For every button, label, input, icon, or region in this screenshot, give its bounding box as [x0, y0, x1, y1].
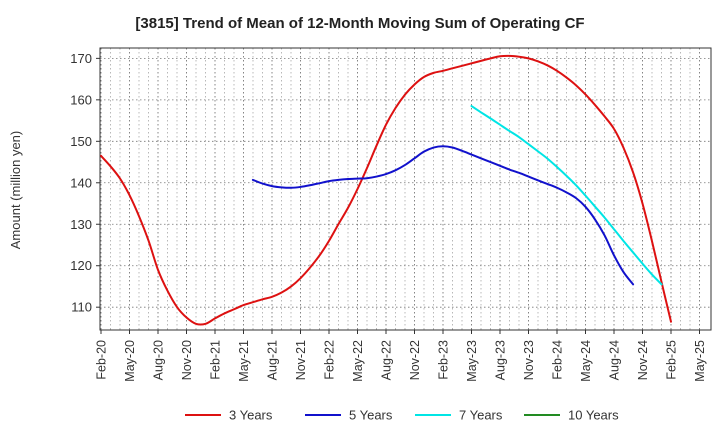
- x-tick-label: May-22: [351, 340, 365, 382]
- x-tick-label: Nov-23: [522, 340, 536, 380]
- x-tick-label: Feb-22: [323, 340, 337, 380]
- x-tick-label: Nov-24: [636, 340, 650, 380]
- legend-label: 3 Years: [229, 408, 273, 423]
- x-tick-label: May-21: [237, 340, 251, 382]
- x-tick-label: Aug-20: [152, 340, 166, 380]
- x-tick-label: May-25: [693, 340, 707, 382]
- x-tick-label: May-23: [465, 340, 479, 382]
- y-tick-label: 130: [70, 217, 92, 232]
- x-tick-label: Aug-24: [608, 340, 622, 380]
- grid-layer: [100, 48, 711, 330]
- y-tick-label: 140: [70, 175, 92, 190]
- y-axis-label: Amount (million yen): [8, 131, 23, 250]
- series-layer: [100, 54, 672, 326]
- legend-label: 10 Years: [568, 408, 619, 423]
- y-tick-label: 120: [70, 258, 92, 273]
- x-tick-labels: Feb-20 May-20 Aug-20 Nov-20 Feb-21 May-21 Aug-…: [95, 330, 707, 382]
- x-tick-label: Feb-24: [551, 340, 565, 380]
- y-tick-label: 150: [70, 134, 92, 149]
- x-tick-label: Feb-25: [665, 340, 679, 380]
- y-tick-label: 170: [70, 51, 92, 66]
- legend: 3 Years 5 Years 7 Years 10 Years: [185, 408, 619, 423]
- x-tick-label: May-24: [579, 340, 593, 382]
- x-tick-label: Nov-20: [180, 340, 194, 380]
- x-tick-label: Feb-21: [209, 340, 223, 380]
- y-tick-labels: 110 120 130 140 150 160 170: [70, 51, 100, 315]
- x-tick-label: Aug-22: [380, 340, 394, 380]
- x-tick-label: Nov-21: [294, 340, 308, 380]
- series-line-3-years: [100, 54, 672, 326]
- x-tick-label: May-20: [123, 340, 137, 382]
- y-tick-label: 160: [70, 92, 92, 107]
- legend-label: 7 Years: [459, 408, 503, 423]
- x-tick-label: Feb-23: [437, 340, 451, 380]
- series-line-7-years: [470, 105, 663, 286]
- x-tick-label: Aug-21: [266, 340, 280, 380]
- series-line-5-years: [251, 145, 635, 286]
- chart-title: [3815] Trend of Mean of 12-Month Moving …: [135, 15, 584, 32]
- x-tick-label: Aug-23: [494, 340, 508, 380]
- x-tick-label: Nov-22: [408, 340, 422, 380]
- y-tick-label: 110: [71, 300, 92, 315]
- legend-label: 5 Years: [349, 408, 393, 423]
- x-tick-label: Feb-20: [95, 340, 109, 380]
- plot-frame: [99, 47, 712, 331]
